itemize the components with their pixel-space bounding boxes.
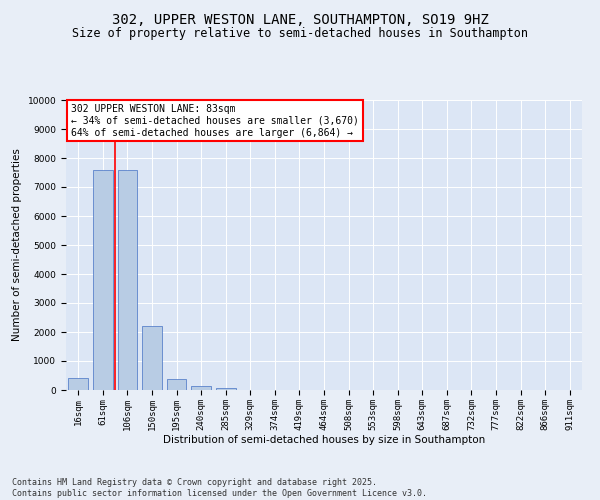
Bar xyxy=(216,388,236,390)
Text: Contains HM Land Registry data © Crown copyright and database right 2025.
Contai: Contains HM Land Registry data © Crown c… xyxy=(12,478,427,498)
Text: 302 UPPER WESTON LANE: 83sqm
← 34% of semi-detached houses are smaller (3,670)
6: 302 UPPER WESTON LANE: 83sqm ← 34% of se… xyxy=(71,104,359,138)
Bar xyxy=(93,170,113,390)
Bar xyxy=(167,380,187,390)
Text: 302, UPPER WESTON LANE, SOUTHAMPTON, SO19 9HZ: 302, UPPER WESTON LANE, SOUTHAMPTON, SO1… xyxy=(112,12,488,26)
Y-axis label: Number of semi-detached properties: Number of semi-detached properties xyxy=(12,148,22,342)
Bar xyxy=(118,170,137,390)
X-axis label: Distribution of semi-detached houses by size in Southampton: Distribution of semi-detached houses by … xyxy=(163,436,485,446)
Bar xyxy=(142,326,162,390)
Text: Size of property relative to semi-detached houses in Southampton: Size of property relative to semi-detach… xyxy=(72,28,528,40)
Bar xyxy=(191,386,211,390)
Bar xyxy=(68,378,88,390)
